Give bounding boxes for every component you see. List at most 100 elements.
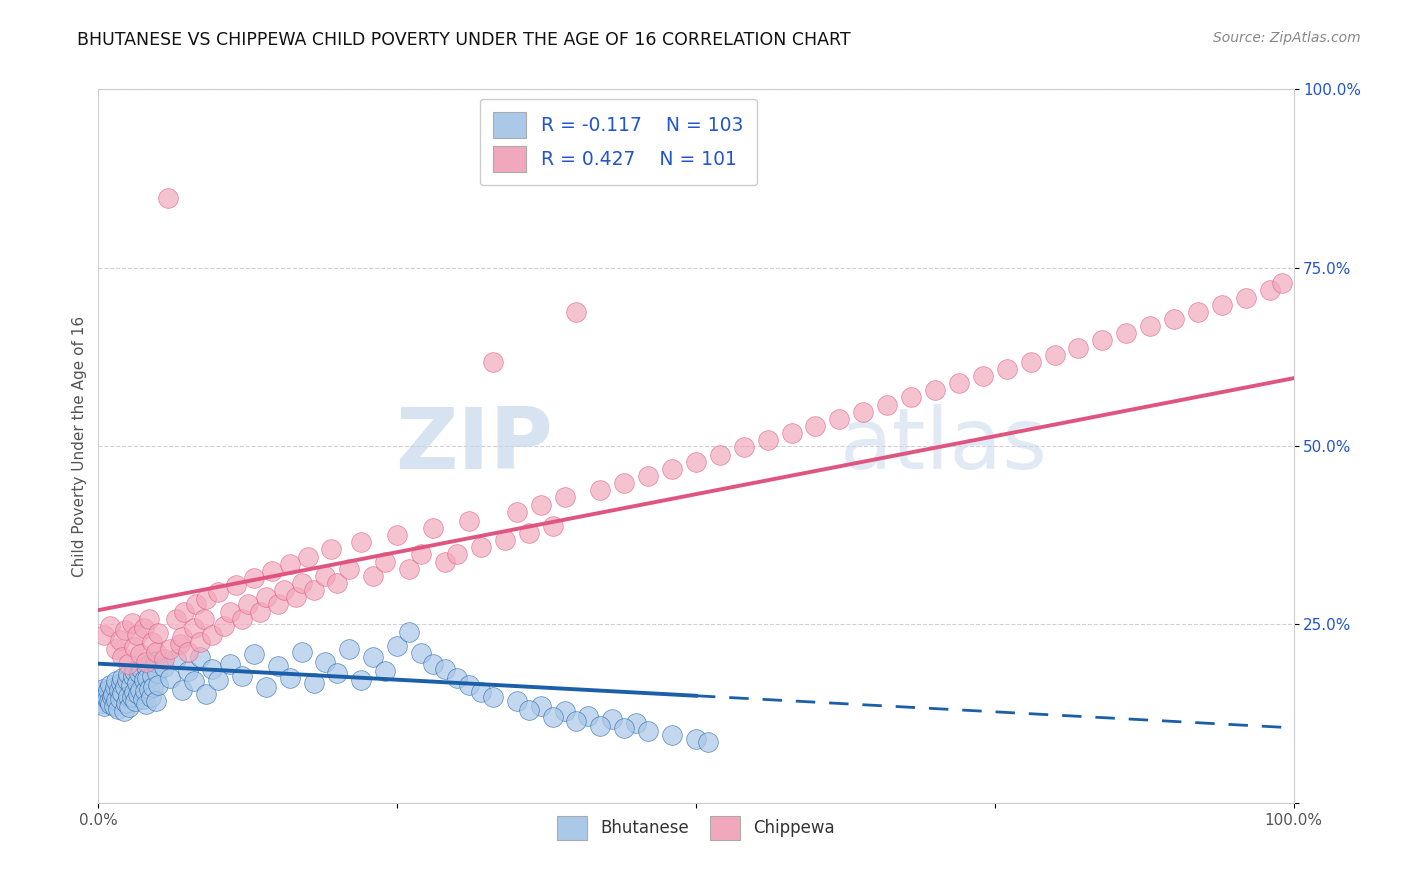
Point — [1067, 341, 1090, 355]
Point — [153, 660, 176, 674]
Point — [131, 692, 153, 706]
Point — [132, 673, 155, 687]
Point — [278, 557, 301, 571]
Point — [254, 680, 277, 694]
Point — [876, 398, 898, 412]
Point — [1043, 348, 1066, 362]
Point — [93, 628, 115, 642]
Point — [267, 598, 290, 612]
Point — [131, 662, 153, 676]
Point — [422, 521, 444, 535]
Point — [243, 648, 266, 662]
Point — [188, 635, 211, 649]
Point — [637, 469, 659, 483]
Point — [578, 708, 600, 723]
Point — [110, 676, 132, 690]
Point — [135, 655, 157, 669]
Point — [141, 669, 163, 683]
Point — [411, 548, 433, 562]
Point — [183, 674, 205, 689]
Point — [470, 541, 492, 555]
Point — [780, 426, 803, 441]
Point — [142, 680, 165, 694]
Point — [243, 571, 266, 585]
Point — [1019, 355, 1042, 369]
Point — [602, 712, 624, 726]
Point — [145, 644, 167, 658]
Point — [613, 476, 636, 491]
Point — [434, 555, 457, 569]
Point — [207, 673, 229, 687]
Point — [117, 689, 139, 703]
Point — [135, 698, 157, 712]
Point — [291, 576, 314, 591]
Point — [93, 699, 115, 714]
Point — [1211, 298, 1233, 312]
Point — [219, 657, 242, 671]
Point — [193, 612, 215, 626]
Point — [661, 462, 683, 476]
Point — [107, 683, 129, 698]
Point — [1234, 291, 1257, 305]
Point — [541, 519, 564, 533]
Point — [321, 542, 343, 557]
Point — [117, 667, 139, 681]
Point — [98, 698, 122, 712]
Point — [90, 685, 112, 699]
Point — [129, 683, 152, 698]
Point — [148, 678, 170, 692]
Point — [117, 657, 139, 671]
Point — [108, 691, 131, 706]
Point — [153, 651, 176, 665]
Text: Source: ZipAtlas.com: Source: ZipAtlas.com — [1213, 31, 1361, 45]
Point — [139, 657, 162, 671]
Point — [481, 690, 505, 705]
Point — [139, 690, 162, 705]
Point — [94, 689, 117, 703]
Point — [219, 605, 242, 619]
Point — [125, 676, 148, 690]
Point — [105, 674, 128, 689]
Point — [132, 621, 155, 635]
Point — [506, 694, 529, 708]
Point — [481, 355, 505, 369]
Point — [249, 605, 271, 619]
Point — [138, 612, 160, 626]
Point — [541, 710, 564, 724]
Point — [385, 528, 409, 542]
Point — [195, 687, 218, 701]
Legend: Bhutanese, Chippewa: Bhutanese, Chippewa — [550, 808, 842, 848]
Point — [201, 628, 224, 642]
Point — [231, 669, 253, 683]
Point — [112, 705, 135, 719]
Point — [105, 642, 128, 657]
Point — [114, 680, 136, 694]
Point — [804, 419, 827, 434]
Point — [124, 685, 146, 699]
Point — [326, 576, 349, 591]
Point — [1115, 326, 1137, 341]
Point — [165, 612, 187, 626]
Point — [125, 628, 148, 642]
Y-axis label: Child Poverty Under the Age of 16: Child Poverty Under the Age of 16 — [72, 316, 87, 576]
Point — [124, 640, 146, 655]
Point — [129, 648, 152, 662]
Point — [284, 591, 307, 605]
Point — [1258, 284, 1281, 298]
Point — [350, 673, 373, 687]
Point — [98, 694, 121, 708]
Point — [207, 585, 229, 599]
Point — [148, 626, 170, 640]
Point — [697, 735, 720, 749]
Point — [589, 719, 612, 733]
Point — [434, 662, 457, 676]
Point — [173, 605, 195, 619]
Point — [613, 721, 636, 735]
Point — [924, 384, 946, 398]
Point — [1163, 312, 1185, 326]
Point — [169, 637, 191, 651]
Point — [186, 598, 208, 612]
Point — [124, 664, 146, 678]
Point — [124, 694, 146, 708]
Text: BHUTANESE VS CHIPPEWA CHILD POVERTY UNDER THE AGE OF 16 CORRELATION CHART: BHUTANESE VS CHIPPEWA CHILD POVERTY UNDE… — [77, 31, 851, 49]
